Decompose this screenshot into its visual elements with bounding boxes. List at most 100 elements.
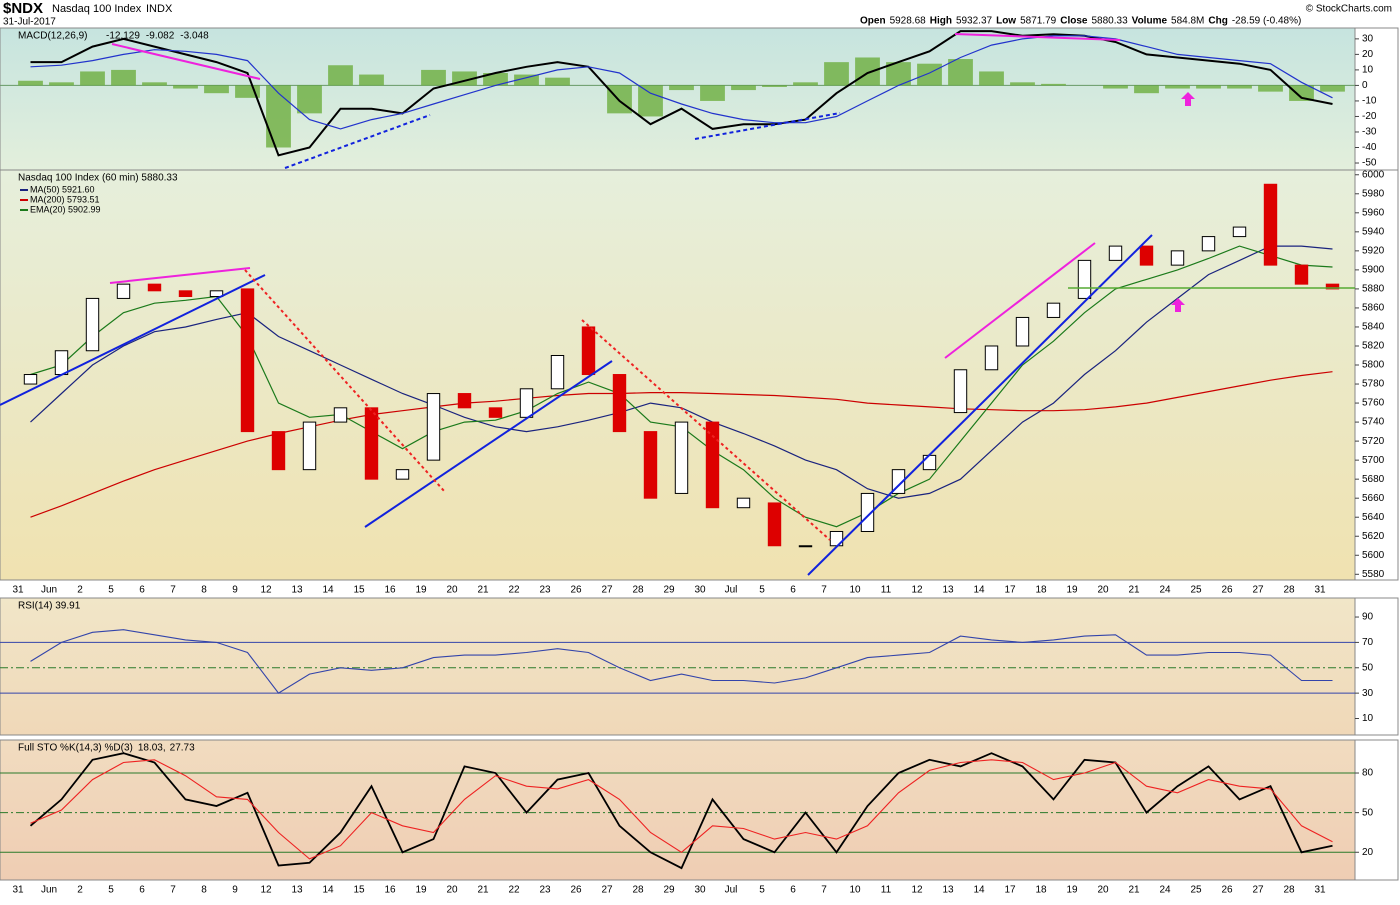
y-tick-label: 5800 xyxy=(1362,360,1385,371)
y-tick-label: 5820 xyxy=(1362,341,1385,352)
axis-bg xyxy=(1354,169,1399,581)
x-tick-label: 19 xyxy=(415,885,427,896)
indicator-line xyxy=(30,629,1333,694)
indicator-line xyxy=(30,759,1333,860)
x-tick-label: 27 xyxy=(601,885,613,896)
x-tick-label: Jun xyxy=(41,585,57,596)
candle xyxy=(147,283,162,292)
legend-entry: MA(50) 5921.60 xyxy=(30,184,95,194)
x-tick-label: 12 xyxy=(260,585,272,596)
histogram-bar xyxy=(824,62,849,86)
x-tick-label: 24 xyxy=(1159,585,1171,596)
y-tick-label: 10 xyxy=(1362,65,1374,76)
x-tick-label: 18 xyxy=(1035,585,1047,596)
y-tick-label: 5860 xyxy=(1362,303,1385,314)
candle xyxy=(302,421,317,471)
candle xyxy=(1201,236,1216,252)
y-tick-label: 0 xyxy=(1362,80,1368,91)
candle xyxy=(643,431,658,499)
quote-text: Chg xyxy=(1208,16,1227,27)
panel-bg xyxy=(0,739,1356,881)
x-tick-label: 21 xyxy=(1128,585,1140,596)
candle xyxy=(178,290,193,298)
quote-text: Low xyxy=(996,16,1016,27)
histogram-bar xyxy=(1041,83,1066,86)
x-tick-label: 21 xyxy=(477,885,489,896)
x-tick-label: 19 xyxy=(415,585,427,596)
legend-value: -12.129 xyxy=(106,31,140,42)
panel-title: MACD(12,26,9) xyxy=(18,31,87,42)
x-tick-label: 22 xyxy=(508,885,520,896)
x-tick-label: 10 xyxy=(849,885,861,896)
histogram-bar xyxy=(359,74,384,86)
x-tick-label: 12 xyxy=(260,885,272,896)
y-tick-label: 5620 xyxy=(1362,531,1385,542)
histogram-bar xyxy=(80,71,105,86)
histogram-bar xyxy=(142,82,167,86)
histogram-bar xyxy=(855,57,880,86)
histogram-bar xyxy=(297,85,322,114)
x-tick-label: 2 xyxy=(77,885,83,896)
histogram-bar xyxy=(762,85,787,87)
histogram-bar xyxy=(1165,85,1190,89)
x-tick-label: 28 xyxy=(632,885,644,896)
x-tick-label: 21 xyxy=(477,585,489,596)
x-tick-label: 29 xyxy=(663,585,675,596)
x-tick-label: 6 xyxy=(790,585,796,596)
x-tick-label: 14 xyxy=(973,585,985,596)
x-tick-label: 7 xyxy=(170,585,176,596)
histogram-bar xyxy=(886,62,911,86)
candle xyxy=(54,350,69,376)
x-tick-label: 31 xyxy=(1314,585,1326,596)
x-tick-label: Jul xyxy=(725,585,738,596)
date: 31-Jul-2017 xyxy=(3,17,56,28)
x-tick-label: 25 xyxy=(1190,585,1202,596)
x-tick-label: 10 xyxy=(849,585,861,596)
panel: 10 30 50 70 90 RSI(14) 39.91 xyxy=(0,597,1399,736)
x-tick-label: 17 xyxy=(1004,885,1016,896)
x-tick-label: 19 xyxy=(1066,885,1078,896)
candle xyxy=(240,288,255,433)
candle xyxy=(209,290,224,298)
quote-text: Open xyxy=(860,16,886,27)
y-tick-label: 30 xyxy=(1362,688,1374,699)
candle xyxy=(984,345,999,371)
legend-value: 27.73 xyxy=(170,743,195,754)
panel-bg xyxy=(0,27,1356,171)
x-tick-label: 30 xyxy=(694,885,706,896)
panel-bg xyxy=(0,597,1356,736)
x-tick-label: Jun xyxy=(41,885,57,896)
histogram-bar xyxy=(18,80,43,86)
y-tick-label: -10 xyxy=(1362,96,1377,107)
histogram-bar xyxy=(421,69,446,86)
y-tick-label: 5840 xyxy=(1362,322,1385,333)
x-tick-label: 23 xyxy=(539,585,551,596)
y-tick-label: 80 xyxy=(1362,768,1374,779)
legend-value: -9.082 xyxy=(146,31,175,42)
histogram-bar xyxy=(731,85,756,91)
histogram-bar xyxy=(669,85,694,91)
x-tick-label: 6 xyxy=(139,885,145,896)
y-tick-label: -40 xyxy=(1362,142,1377,153)
quote-text: Close xyxy=(1060,16,1088,27)
x-tick-label: 27 xyxy=(1252,885,1264,896)
x-tick-label: 5 xyxy=(759,885,765,896)
y-tick-label: 5780 xyxy=(1362,379,1385,390)
panel-title: Full STO %K(14,3) %D(3) xyxy=(18,743,133,754)
axis-bg xyxy=(1354,27,1399,171)
candle xyxy=(705,421,720,509)
candle xyxy=(581,326,596,376)
axis-bg xyxy=(1354,597,1399,736)
candle xyxy=(612,374,627,433)
histogram-bar xyxy=(948,59,973,86)
x-tick-label: 20 xyxy=(1097,585,1109,596)
panel: 30 20 10 0 -10 -20 -30 -40 -50 MACD(12,26,9) -12.1… xyxy=(0,27,1399,171)
x-tick-label: 19 xyxy=(1066,585,1078,596)
candle xyxy=(1077,259,1092,299)
candle xyxy=(271,431,286,471)
histogram-bar xyxy=(917,63,942,86)
x-tick-label: 31 xyxy=(12,885,24,896)
x-tick-label: 22 xyxy=(508,585,520,596)
x-tick-label: 30 xyxy=(694,585,706,596)
histogram-bar xyxy=(1196,85,1221,89)
